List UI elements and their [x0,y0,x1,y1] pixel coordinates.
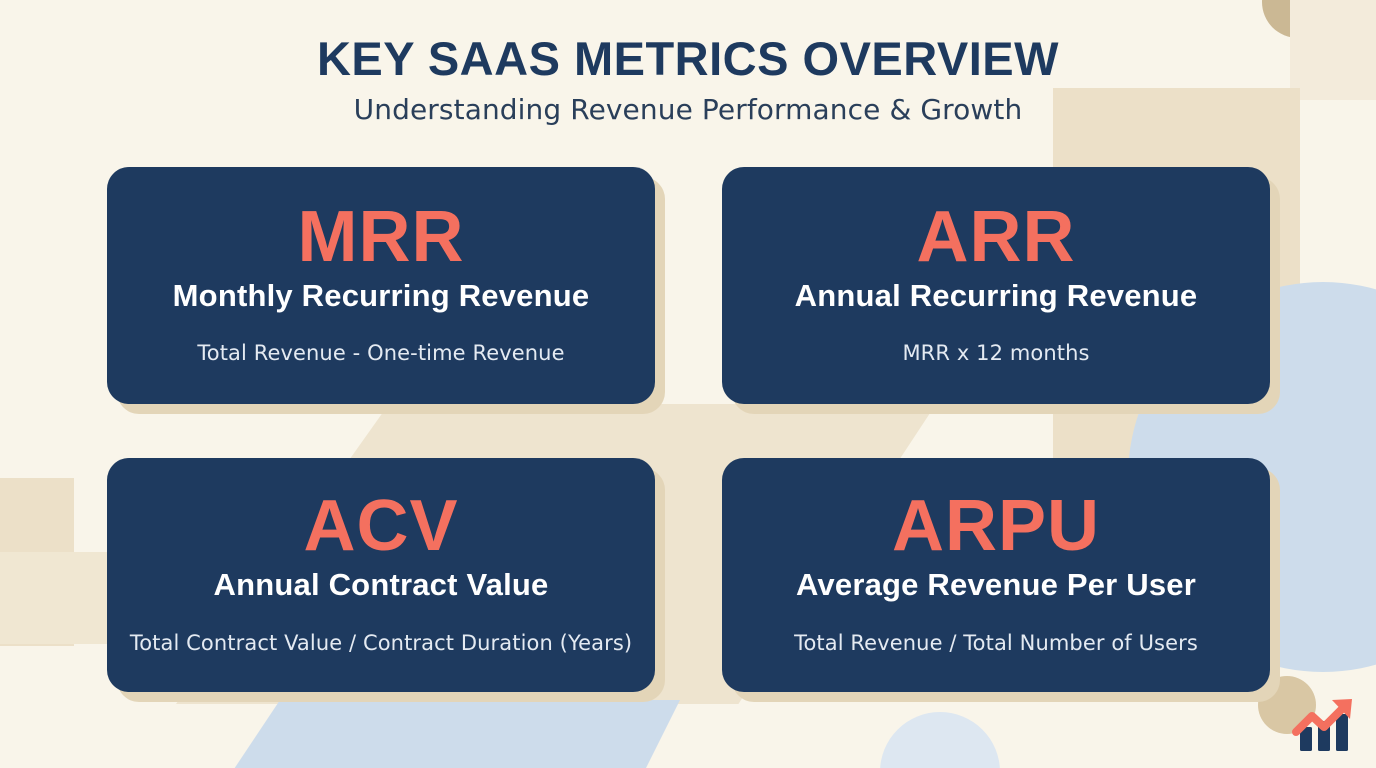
metric-acronym: MRR [297,196,465,277]
metric-formula: MRR x 12 months [902,341,1090,366]
metric-name: Annual Contract Value [213,567,549,603]
growth-chart-logo [1290,694,1362,756]
beige-block-left-upper [0,478,74,646]
growth-chart-icon [1292,699,1352,751]
metric-card-grid: MRR Monthly Recurring Revenue Total Reve… [107,167,1270,692]
metric-formula: Total Revenue / Total Number of Users [794,630,1198,655]
metric-acronym: ARPU [891,486,1100,567]
metric-formula: Total Revenue - One-time Revenue [197,341,565,366]
metric-card-acv[interactable]: ACV Annual Contract Value Total Contract… [107,458,655,692]
metric-name: Average Revenue Per User [796,567,1196,603]
metric-acronym: ACV [303,486,459,567]
metric-acronym: ARR [916,196,1076,277]
tan-circle-decoration-top [1262,0,1334,38]
metric-formula: Total Contract Value / Contract Duration… [129,630,633,655]
metric-name: Annual Recurring Revenue [794,277,1198,313]
page-title: KEY SAAS METRICS OVERVIEW [316,32,1059,85]
metric-card-arr[interactable]: ARR Annual Recurring Revenue MRR x 12 mo… [722,167,1270,404]
page-subtitle: Understanding Revenue Performance & Grow… [353,93,1023,127]
blue-quad-bottom-center [200,700,680,768]
metric-card-mrr[interactable]: MRR Monthly Recurring Revenue Total Reve… [107,167,655,404]
blue-circle-bottom [880,712,1000,768]
header: KEY SAAS METRICS OVERVIEW Understanding … [0,34,1376,126]
metric-name: Monthly Recurring Revenue [172,277,590,313]
metric-card-arpu[interactable]: ARPU Average Revenue Per User Total Reve… [722,458,1270,692]
